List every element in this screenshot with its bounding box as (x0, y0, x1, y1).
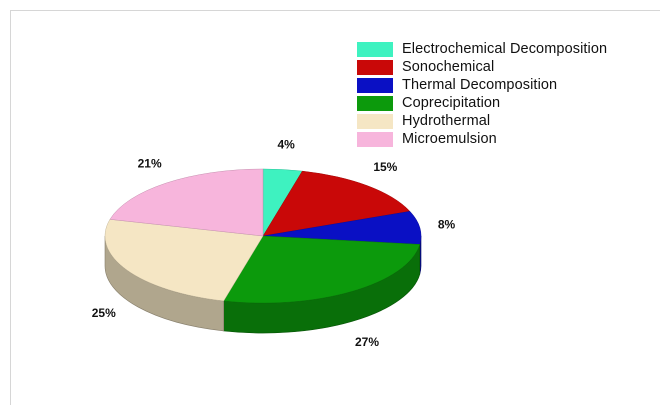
legend-label: Electrochemical Decomposition (402, 41, 608, 57)
data-label-coprecipitation: 27% (355, 335, 379, 349)
pie-slice-layer (104, 168, 422, 304)
legend: Electrochemical Decomposition Sonochemic… (357, 40, 659, 148)
pie-slice-sonochemical (262, 170, 411, 237)
legend-label: Thermal Decomposition (402, 77, 558, 93)
data-label-sonochemical: 15% (373, 160, 397, 174)
legend-item-electrochemical-decomposition: Electrochemical Decomposition (357, 40, 659, 58)
data-label-electrochemical-decomposition: 4% (278, 138, 296, 152)
legend-label: Sonochemical (402, 59, 495, 75)
chart-frame (10, 10, 660, 405)
data-label-microemulsion: 21% (138, 156, 162, 170)
legend-item-sonochemical: Sonochemical (357, 58, 659, 76)
legend-item-coprecipitation: Coprecipitation (357, 94, 659, 112)
legend-swatch (357, 131, 393, 147)
data-label-thermal-decomposition: 8% (438, 217, 456, 231)
legend-label: Hydrothermal (402, 113, 491, 129)
legend-swatch (357, 77, 393, 93)
legend-item-hydrothermal: Hydrothermal (357, 112, 659, 130)
pie-slice-microemulsion (109, 168, 264, 237)
legend-label: Coprecipitation (402, 95, 501, 111)
data-label-hydrothermal: 25% (92, 306, 116, 320)
pie-label-layer: 4% 15% 8% 27% 25% 21% (92, 138, 456, 349)
legend-swatch (357, 41, 393, 57)
legend-item-thermal-decomposition: Thermal Decomposition (357, 76, 659, 94)
pie-slice-coprecipitation (223, 235, 421, 304)
legend-swatch (357, 95, 393, 111)
legend-item-microemulsion: Microemulsion (357, 130, 659, 148)
legend-label: Microemulsion (402, 131, 497, 147)
legend-swatch (357, 59, 393, 75)
legend-swatch (357, 113, 393, 129)
pie-slice-hydrothermal (104, 219, 264, 302)
